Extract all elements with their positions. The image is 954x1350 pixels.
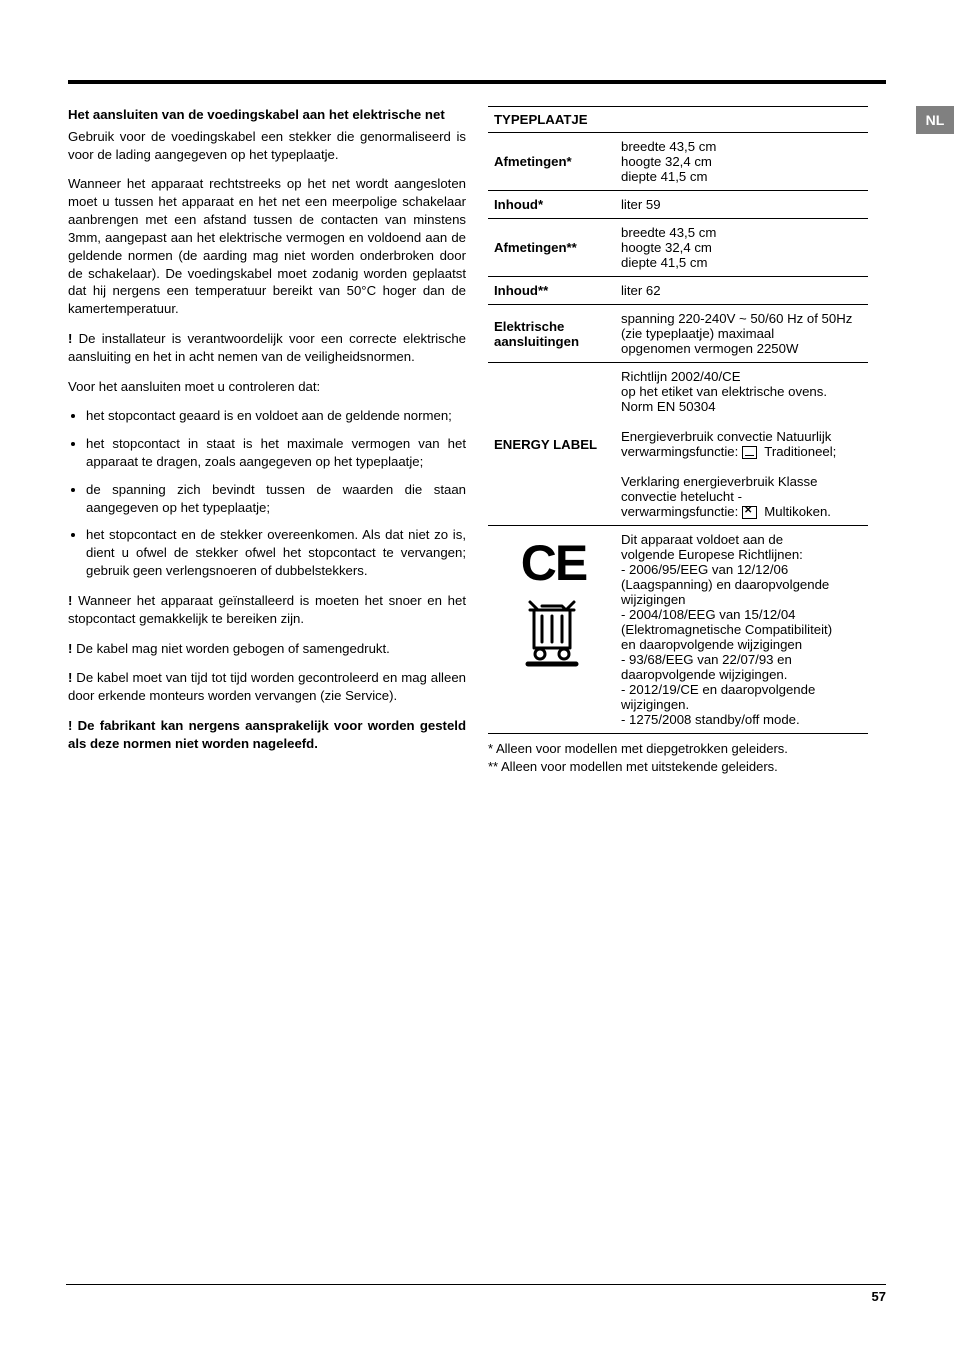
paragraph: ! De fabrikant kan nergens aansprakelijk…	[68, 717, 466, 753]
row-value: Dit apparaat voldoet aan de volgende Eur…	[615, 526, 868, 734]
typeplate-table: TYPEPLAATJE Afmetingen* breedte 43,5 cmh…	[488, 106, 868, 734]
paragraph: ! De kabel mag niet worden gebogen of sa…	[68, 640, 466, 658]
paragraph: ! De installateur is verantwoordelijk vo…	[68, 330, 466, 366]
paragraph: ! De kabel moet van tijd tot tijd worden…	[68, 669, 466, 705]
paragraph: Voor het aansluiten moet u controleren d…	[68, 378, 466, 396]
row-value: liter 62	[615, 277, 868, 305]
row-label: Inhoud*	[488, 191, 615, 219]
row-value: breedte 43,5 cmhoogte 32,4 cmdiepte 41,5…	[615, 219, 868, 277]
list-item: het stopcontact en de stekker overeenkom…	[86, 526, 466, 579]
list-item: het stopcontact geaard is en voldoet aan…	[86, 407, 466, 425]
list-item: het stopcontact in staat is het maximale…	[86, 435, 466, 471]
list-item: de spanning zich bevindt tussen de waard…	[86, 481, 466, 517]
row-label: Afmetingen*	[488, 133, 615, 191]
traditional-icon	[742, 446, 757, 459]
footnote: * Alleen voor modellen met diepgetrokken…	[488, 740, 886, 775]
row-value: breedte 43,5 cmhoogte 32,4 cmdiepte 41,5…	[615, 133, 868, 191]
ce-mark-icon: C E	[494, 538, 609, 588]
row-label: ENERGY LABEL	[488, 363, 615, 526]
row-label: Afmetingen**	[488, 219, 615, 277]
section-heading: Het aansluiten van de voedingskabel aan …	[68, 106, 466, 124]
weee-bin-icon	[522, 598, 582, 668]
table-header: TYPEPLAATJE	[488, 107, 868, 133]
row-value: Richtlijn 2002/40/CE op het etiket van e…	[615, 363, 868, 526]
paragraph: Wanneer het apparaat rechtstreeks op het…	[68, 175, 466, 318]
row-label: Elektrische aansluitingen	[488, 305, 615, 363]
multicook-icon	[742, 506, 757, 519]
language-tag: NL	[916, 106, 954, 134]
ce-cell: C E	[488, 526, 615, 734]
page-number: 57	[66, 1284, 886, 1304]
row-label: Inhoud**	[488, 277, 615, 305]
paragraph: Gebruik voor de voedingskabel een stekke…	[68, 128, 466, 164]
row-value: spanning 220-240V ~ 50/60 Hz of 50Hz(zie…	[615, 305, 868, 363]
row-value: liter 59	[615, 191, 868, 219]
paragraph: ! Wanneer het apparaat geïnstalleerd is …	[68, 592, 466, 628]
